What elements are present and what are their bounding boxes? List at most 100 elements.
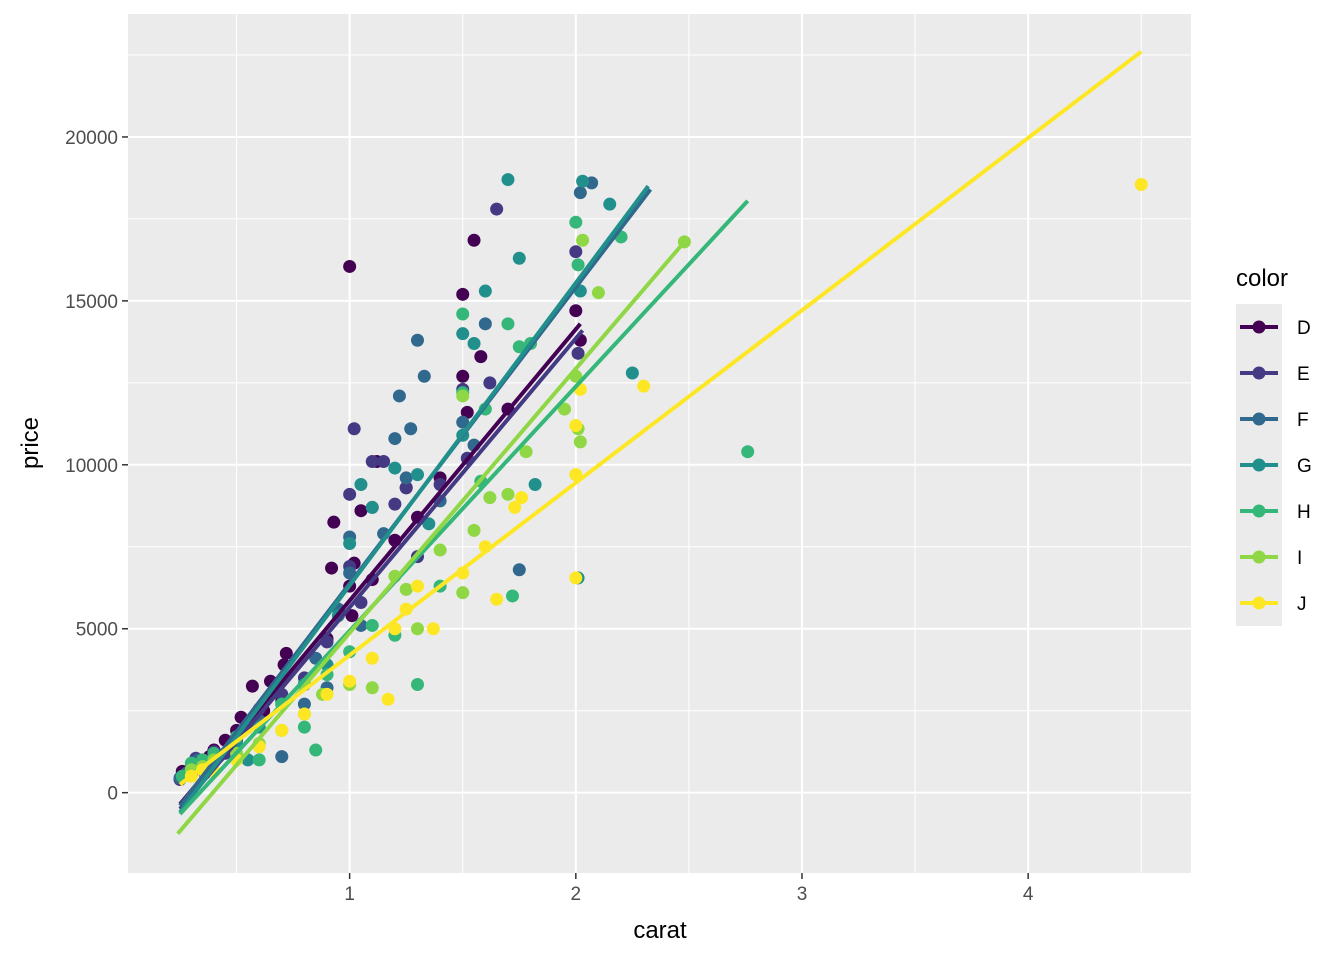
point-J: [297, 707, 311, 721]
point-I: [501, 487, 515, 501]
point-E: [343, 487, 357, 501]
point-J: [1134, 177, 1148, 191]
legend-item-D: D: [1236, 304, 1311, 350]
plot-panel: [128, 14, 1191, 873]
legend-label: D: [1297, 318, 1311, 339]
point-E: [483, 376, 497, 390]
x-tick-label: 4: [1023, 884, 1034, 905]
y-tick-label: 15000: [65, 292, 118, 313]
point-E: [365, 455, 379, 469]
point-J: [508, 500, 522, 514]
fit-line-E: [178, 329, 585, 811]
legend-key-point: [1252, 458, 1266, 472]
legend-key-point: [1252, 596, 1266, 610]
point-J: [569, 571, 583, 585]
point-J: [381, 692, 395, 706]
fit-line-I: [176, 240, 686, 835]
y-axis-ticks: 0 5000 10000 15000 20000: [65, 128, 128, 805]
point-J: [569, 418, 583, 432]
point-I: [573, 435, 587, 449]
point-H: [252, 753, 266, 767]
point-G: [478, 284, 492, 298]
point-F: [399, 471, 413, 485]
point-G: [422, 517, 436, 531]
point-H: [309, 743, 323, 757]
point-F: [478, 317, 492, 331]
x-axis-ticks: 1 2 3 4: [344, 873, 1034, 905]
point-I: [576, 233, 590, 247]
point-I: [558, 402, 572, 416]
point-I: [399, 582, 413, 596]
point-F: [388, 432, 402, 446]
point-H: [410, 677, 424, 691]
legend-label: H: [1297, 502, 1311, 523]
point-I: [433, 543, 447, 557]
point-D: [354, 504, 368, 518]
legend-label: E: [1297, 364, 1310, 385]
point-H: [501, 317, 515, 331]
y-tick-label: 0: [107, 784, 118, 805]
point-H: [571, 258, 585, 272]
point-G: [512, 251, 526, 265]
legend-item-G: G: [1236, 442, 1312, 488]
point-I: [410, 622, 424, 636]
legend-label: G: [1297, 456, 1312, 477]
point-D: [245, 679, 259, 693]
point-J: [490, 592, 504, 606]
point-H: [505, 589, 519, 603]
fit-line-J: [178, 50, 1143, 787]
point-G: [343, 536, 357, 550]
point-D: [456, 369, 470, 383]
point-G: [354, 477, 368, 491]
point-J: [410, 579, 424, 593]
fit-line-G: [178, 184, 650, 814]
point-J: [343, 674, 357, 688]
point-F: [404, 422, 418, 436]
legend-item-I: I: [1236, 534, 1302, 580]
point-H: [741, 445, 755, 459]
point-I: [365, 681, 379, 695]
point-F: [456, 415, 470, 429]
legend: color D E F G H I J: [1236, 265, 1312, 626]
point-E: [347, 422, 361, 436]
point-J: [275, 723, 289, 737]
legend-label: J: [1297, 594, 1307, 615]
point-J: [365, 651, 379, 665]
legend-key-point: [1252, 412, 1266, 426]
legend-item-F: F: [1236, 396, 1309, 442]
point-G: [388, 461, 402, 475]
point-G: [456, 327, 470, 341]
point-J: [515, 491, 529, 505]
point-F: [392, 389, 406, 403]
point-F: [410, 333, 424, 347]
point-D: [569, 304, 583, 318]
point-H: [512, 340, 526, 354]
point-D: [456, 287, 470, 301]
point-E: [377, 455, 391, 469]
point-D: [327, 515, 341, 529]
x-tick-label: 1: [344, 884, 355, 905]
point-D: [467, 233, 481, 247]
point-I: [519, 445, 533, 459]
y-tick-label: 20000: [65, 128, 118, 149]
fit-lines: [176, 50, 1143, 835]
point-E: [388, 497, 402, 511]
point-D: [279, 646, 293, 660]
legend-label: F: [1297, 410, 1309, 431]
point-H: [456, 307, 470, 321]
point-I: [467, 523, 481, 537]
point-H: [365, 618, 379, 632]
point-G: [467, 337, 481, 351]
point-F: [297, 697, 311, 711]
point-J: [320, 687, 334, 701]
point-D: [345, 609, 359, 623]
point-I: [483, 491, 497, 505]
legend-item-E: E: [1236, 350, 1310, 396]
legend-key-point: [1252, 504, 1266, 518]
grid-major: [128, 14, 1191, 873]
legend-key-point: [1252, 550, 1266, 564]
legend-key-point: [1252, 320, 1266, 334]
y-axis-title: price: [17, 417, 44, 469]
point-F: [573, 186, 587, 200]
